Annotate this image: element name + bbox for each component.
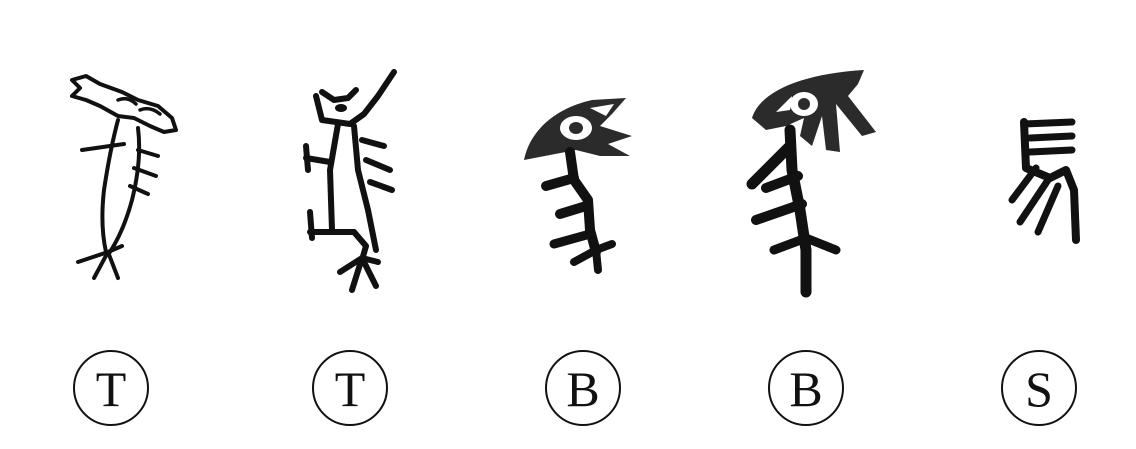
badge-letter: T bbox=[334, 361, 366, 417]
bronze-glyph-2-icon bbox=[746, 70, 876, 298]
label-badge-4: B bbox=[768, 350, 844, 426]
badge-letter: S bbox=[1025, 361, 1053, 417]
bronze-glyph-1-icon bbox=[524, 98, 632, 274]
oracle-glyph-1-icon bbox=[70, 74, 178, 280]
label-badge-3: B bbox=[545, 350, 621, 426]
badge-letter: B bbox=[566, 361, 600, 417]
label-badge-5: S bbox=[1001, 350, 1077, 426]
badge-letter: B bbox=[789, 361, 823, 417]
label-badge-2: T bbox=[312, 350, 388, 426]
oracle-glyph-2-icon bbox=[303, 69, 397, 293]
label-badge-1: T bbox=[73, 350, 149, 426]
seal-glyph-icon bbox=[1008, 118, 1080, 244]
badge-letter: T bbox=[95, 361, 127, 417]
